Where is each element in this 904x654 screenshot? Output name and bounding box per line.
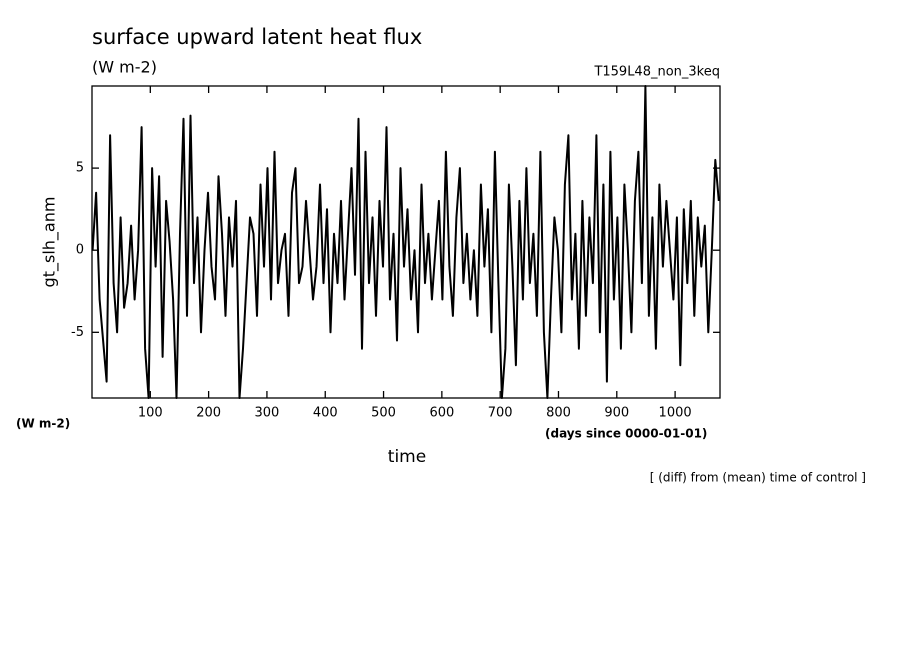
x-tick-label: 200 — [196, 406, 221, 421]
x-tick-label: 700 — [488, 406, 513, 421]
subtitle: (W m-2) — [92, 58, 157, 77]
x-tick-label: 400 — [313, 406, 338, 421]
x-units: (days since 0000-01-01) — [545, 427, 707, 441]
y-tick-label: 0 — [76, 243, 84, 258]
x-tick-label: 800 — [546, 406, 571, 421]
x-tick-label: 300 — [255, 406, 280, 421]
x-tick-label: 500 — [371, 406, 396, 421]
run-label: T159L48_non_3keq — [593, 65, 720, 80]
x-tick-label: 100 — [138, 406, 163, 421]
y-axis-label: gt_slh_anm — [40, 197, 60, 288]
x-tick-label: 1000 — [659, 406, 692, 421]
x-axis-label: time — [388, 447, 426, 467]
y-tick-label: -5 — [71, 325, 84, 340]
x-tick-label: 900 — [604, 406, 629, 421]
chart-title: surface upward latent heat flux — [92, 25, 422, 49]
data-line — [91, 85, 720, 399]
plot-frame — [91, 85, 721, 399]
x-tick-label: 600 — [429, 406, 454, 421]
note: [ (diff) from (mean) time of control ] — [650, 471, 866, 485]
y-tick-label: 5 — [76, 161, 84, 176]
y-units: (W m-2) — [16, 417, 70, 431]
